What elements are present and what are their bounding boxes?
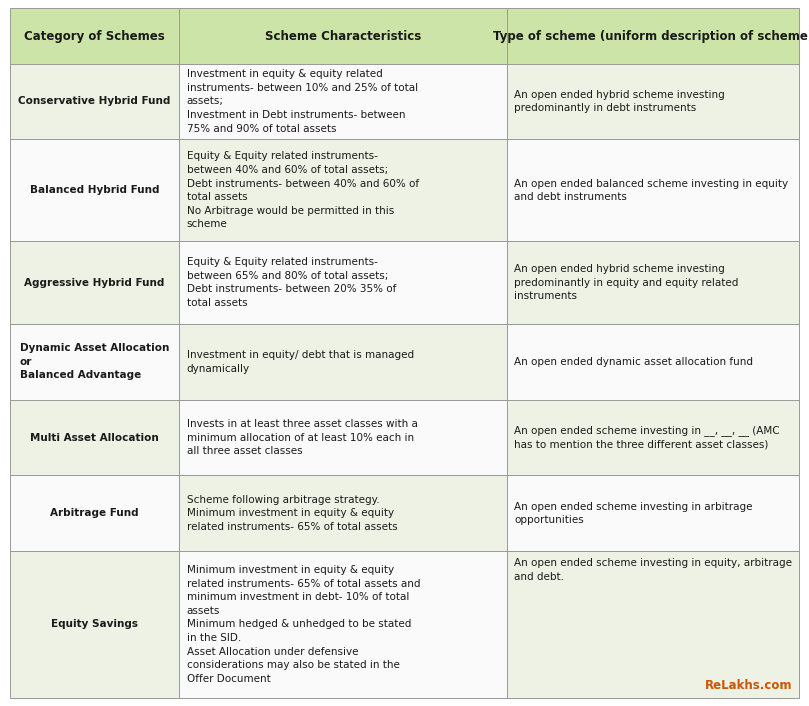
Bar [10, 324, 180, 400]
Text: Minimum investment in equity & equity
related instruments- 65% of total assets a: Minimum investment in equity & equity re… [187, 565, 420, 684]
Bar [10, 241, 180, 324]
Bar [507, 64, 799, 139]
Bar [507, 476, 799, 551]
Bar [180, 476, 507, 551]
Text: Conservative Hybrid Fund: Conservative Hybrid Fund [19, 97, 171, 107]
Text: Multi Asset Allocation: Multi Asset Allocation [30, 433, 159, 443]
Bar [180, 64, 507, 139]
Text: Dynamic Asset Allocation
or
Balanced Advantage: Dynamic Asset Allocation or Balanced Adv… [20, 343, 169, 381]
Text: An open ended hybrid scheme investing
predominantly in debt instruments: An open ended hybrid scheme investing pr… [515, 90, 725, 113]
Bar [180, 324, 507, 400]
Text: Category of Schemes: Category of Schemes [24, 30, 165, 42]
Text: An open ended balanced scheme investing in equity
and debt instruments: An open ended balanced scheme investing … [515, 179, 789, 202]
Text: ReLakhs.com: ReLakhs.com [705, 679, 792, 692]
Text: Equity Savings: Equity Savings [51, 619, 138, 630]
Bar [10, 64, 180, 139]
Bar [507, 139, 799, 241]
Text: Arbitrage Fund: Arbitrage Fund [50, 508, 139, 518]
Text: Balanced Hybrid Fund: Balanced Hybrid Fund [30, 185, 159, 196]
Bar [10, 400, 180, 476]
Text: An open ended scheme investing in equity, arbitrage
and debt.: An open ended scheme investing in equity… [515, 558, 793, 582]
Text: Scheme following arbitrage strategy.
Minimum investment in equity & equity
relat: Scheme following arbitrage strategy. Min… [187, 495, 397, 532]
Text: An open ended hybrid scheme investing
predominantly in equity and equity related: An open ended hybrid scheme investing pr… [515, 264, 739, 301]
Bar [10, 139, 180, 241]
Bar [507, 324, 799, 400]
Bar [10, 476, 180, 551]
Text: An open ended dynamic asset allocation fund: An open ended dynamic asset allocation f… [515, 357, 753, 367]
Bar [180, 400, 507, 476]
Bar [507, 400, 799, 476]
Bar [180, 551, 507, 698]
Bar [507, 8, 799, 64]
Bar [10, 551, 180, 698]
Bar [507, 241, 799, 324]
Text: Scheme Characteristics: Scheme Characteristics [265, 30, 421, 42]
Bar [10, 8, 180, 64]
Bar [180, 8, 507, 64]
Text: Equity & Equity related instruments-
between 40% and 60% of total assets;
Debt i: Equity & Equity related instruments- bet… [187, 151, 419, 229]
Bar [507, 551, 799, 698]
Text: An open ended scheme investing in __, __, __ (AMC
has to mention the three diffe: An open ended scheme investing in __, __… [515, 425, 780, 450]
Text: An open ended scheme investing in arbitrage
opportunities: An open ended scheme investing in arbitr… [515, 501, 753, 525]
Text: Aggressive Hybrid Fund: Aggressive Hybrid Fund [24, 277, 165, 287]
Bar [180, 139, 507, 241]
Text: Investment in equity/ debt that is managed
dynamically: Investment in equity/ debt that is manag… [187, 350, 414, 373]
Text: Type of scheme (uniform description of scheme): Type of scheme (uniform description of s… [493, 30, 809, 42]
Text: Invests in at least three asset classes with a
minimum allocation of at least 10: Invests in at least three asset classes … [187, 419, 417, 456]
Text: Equity & Equity related instruments-
between 65% and 80% of total assets;
Debt i: Equity & Equity related instruments- bet… [187, 257, 396, 308]
Bar [180, 241, 507, 324]
Text: Investment in equity & equity related
instruments- between 10% and 25% of total
: Investment in equity & equity related in… [187, 69, 418, 133]
